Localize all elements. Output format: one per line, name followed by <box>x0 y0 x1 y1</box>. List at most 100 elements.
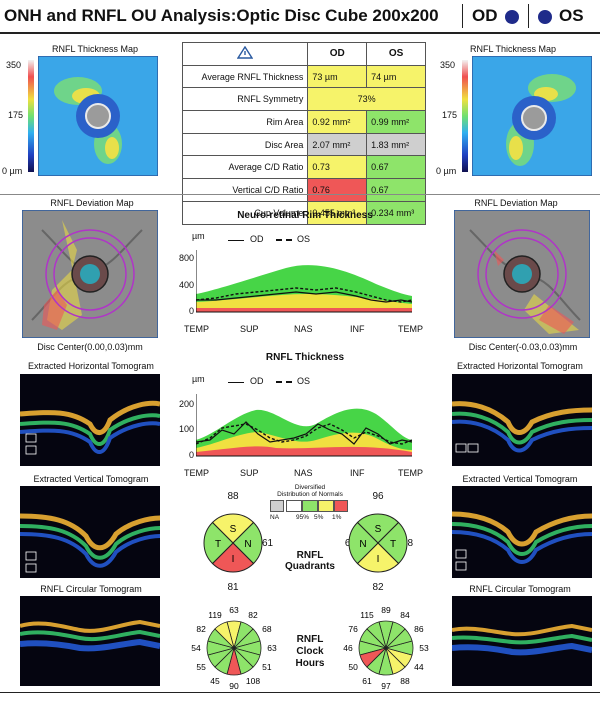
od-color-scale-bar <box>28 60 34 172</box>
legend-swatch-red <box>334 500 348 512</box>
os-quadrant-s-sector <box>356 513 400 544</box>
legend-title-line1: Diversified <box>294 484 326 491</box>
od-vert-tomo-title: Extracted Vertical Tomogram <box>33 474 149 484</box>
od-quadrant-i-sector <box>211 542 255 573</box>
metric-label: Disc Area <box>181 132 309 157</box>
metric-od-value: 0.92 mm² <box>307 110 368 134</box>
rnfl-symmetry-value: 73% <box>307 87 426 112</box>
rim-xtick-inf: INF <box>350 324 365 334</box>
rnfl-ytick-0: 0 <box>188 450 194 460</box>
os-clock-hour-value: 88 <box>400 676 410 686</box>
col-header-od: OD <box>307 42 368 66</box>
os-vertical-tomogram <box>452 486 592 578</box>
os-clock-hour-value: 97 <box>381 681 391 691</box>
os-clock-hour-value: 89 <box>381 605 391 615</box>
od-quadrant-i-letter: I <box>232 554 235 565</box>
rim-legend-od-line <box>228 240 244 241</box>
rnfl-legend-od-line <box>228 382 244 383</box>
od-clock-hour-value: 55 <box>196 662 206 672</box>
os-disc-center: Disc Center(-0.03,0.03)mm <box>468 342 578 352</box>
od-deviation-map <box>22 210 158 338</box>
quadrants-title-line2: Quadrants <box>284 561 335 572</box>
metric-row: Average C/D Ratio 0.73 0.67 <box>181 155 426 180</box>
os-clock-hour-sector <box>385 621 406 650</box>
metric-label: Rim Area <box>181 110 309 134</box>
os-clock-hour-value: 115 <box>360 610 374 620</box>
warning-icon-cell <box>181 42 309 66</box>
od-quadrant-n-value: 61 <box>262 538 274 549</box>
os-quadrant-n-sector <box>348 521 379 565</box>
os-quadrant-i-letter: I <box>377 554 380 565</box>
clock-title-line1: RNFL <box>296 634 324 645</box>
os-clock-hour-value: 53 <box>419 643 429 653</box>
od-quadrant-i-value: 81 <box>227 582 239 593</box>
rnfl-chart-plot <box>196 394 412 457</box>
od-scale-top: 350 <box>6 60 22 70</box>
metric-od-value: 0.76 <box>307 178 368 202</box>
os-clock-hour-value: 84 <box>400 610 410 620</box>
rnfl-legend-os: OS <box>297 376 311 386</box>
rnfl-xtick-inf: INF <box>350 468 365 478</box>
od-clock-hour-value: 51 <box>262 662 272 672</box>
metric-os-value: 1.83 mm² <box>366 132 426 157</box>
rim-xtick-temp-end: TEMP <box>398 324 424 334</box>
os-horizontal-tomogram <box>452 374 592 466</box>
os-circ-tomo-title: RNFL Circular Tomogram <box>469 584 571 594</box>
metric-row: Average RNFL Thickness 73 µm 74 µm <box>181 64 426 89</box>
os-clock-hour-value: 50 <box>348 662 358 672</box>
od-horiz-tomo-title: Extracted Horizontal Tomogram <box>28 361 154 371</box>
od-clock-hour-value: 90 <box>229 681 239 691</box>
rim-ytick-800: 800 <box>178 253 194 263</box>
od-clock-hour-sector <box>214 621 235 650</box>
os-color-scale-bar <box>462 60 468 172</box>
rim-xtick-nas: NAS <box>294 324 313 334</box>
os-scale-top: 350 <box>440 60 456 70</box>
legend-swatch-white <box>286 500 302 512</box>
header-divider <box>462 4 463 28</box>
metric-od-value: 0.455 mm³ <box>307 200 368 225</box>
od-quadrant-s-sector <box>211 513 255 544</box>
clock-title-line2: Clock <box>296 646 324 657</box>
od-quadrant-s-letter: S <box>230 524 237 535</box>
od-scale-bottom: 0 µm <box>2 166 23 176</box>
os-quadrant-t-value: 58 <box>402 538 414 549</box>
metric-od-value: 0.73 <box>307 155 368 180</box>
metric-label: Average C/D Ratio <box>181 155 309 180</box>
metric-od-value: 2.07 mm² <box>307 132 368 157</box>
clock-hours-title: RNFL Clock Hours <box>270 634 350 670</box>
clock-title-line3: Hours <box>295 658 325 669</box>
os-quadrant-n-letter: N <box>359 539 366 550</box>
rim-xtick-sup: SUP <box>240 324 259 334</box>
os-clock-hour-value: 86 <box>414 624 424 634</box>
rnfl-legend-os-line <box>276 381 292 383</box>
rnfl-xtick-temp-end: TEMP <box>398 468 424 478</box>
legend-1: 1% <box>332 514 342 521</box>
os-vert-tomo-title: Extracted Vertical Tomogram <box>462 474 578 484</box>
metric-od-value: 73 µm <box>307 64 368 89</box>
quadrants-title-line1: RNFL <box>296 550 324 561</box>
rim-ytick-400: 400 <box>178 280 194 290</box>
rim-ytick-0: 0 <box>188 306 194 316</box>
od-clock-hour-value: 68 <box>262 624 272 634</box>
rim-chart-plot <box>196 250 412 313</box>
os-eye-icon <box>538 10 552 24</box>
rnfl-chart-unit: µm <box>192 374 205 384</box>
metric-os-value: 0.234 mm³ <box>366 200 426 225</box>
metric-row: RNFL Symmetry 73% <box>181 87 426 112</box>
od-label: OD <box>472 6 498 25</box>
od-circular-tomogram <box>20 596 160 686</box>
od-clock-hour-value: 63 <box>267 643 277 653</box>
od-circ-tomo-title: RNFL Circular Tomogram <box>40 584 142 594</box>
od-thickness-map <box>38 56 158 176</box>
metrics-table: OD OS Average RNFL Thickness 73 µm 74 µm… <box>181 42 426 225</box>
rnfl-chart-title: RNFL Thickness <box>265 352 345 363</box>
metric-row: Disc Area 2.07 mm² 1.83 mm² <box>181 132 426 157</box>
metric-os-value: 0.99 mm² <box>366 110 426 134</box>
od-clock-hour-value: 108 <box>246 676 260 686</box>
od-quadrant-t-sector <box>203 521 234 565</box>
os-clock-hour-value: 76 <box>348 624 358 634</box>
legend-na: NA <box>270 514 280 521</box>
os-clock-hour-value: 61 <box>362 676 372 686</box>
